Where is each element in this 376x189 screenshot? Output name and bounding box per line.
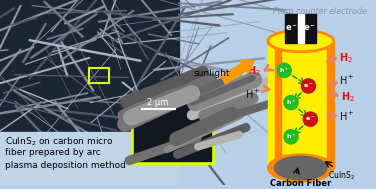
Circle shape: [301, 78, 316, 94]
Text: H$_2$: H$_2$: [247, 64, 261, 78]
Bar: [285, 14, 316, 43]
Bar: [0, 132, 179, 185]
Ellipse shape: [274, 156, 327, 180]
Bar: [274, 41, 281, 168]
Text: e$^-$: e$^-$: [303, 82, 314, 90]
Bar: [134, 98, 211, 161]
Text: CuInS$_2$: CuInS$_2$: [328, 170, 355, 182]
Bar: [327, 41, 334, 168]
Text: e$^-$: e$^-$: [303, 23, 316, 33]
Text: Carbon Fiber: Carbon Fiber: [270, 179, 331, 188]
Circle shape: [276, 63, 292, 78]
Text: 2 μm: 2 μm: [147, 98, 169, 108]
Text: e$^-$: e$^-$: [305, 115, 315, 123]
Text: CuInS$_2$ on carbon micro: CuInS$_2$ on carbon micro: [5, 136, 113, 148]
Text: fiber prepared by arc: fiber prepared by arc: [5, 149, 101, 157]
Text: H$^+$: H$^+$: [246, 88, 261, 101]
Circle shape: [283, 95, 299, 110]
Text: H$_2$: H$_2$: [341, 90, 355, 104]
Bar: [131, 95, 214, 164]
Text: plasma deposition method: plasma deposition method: [5, 161, 126, 170]
Text: h$^+$: h$^+$: [279, 66, 290, 75]
Text: e$^-$: e$^-$: [285, 23, 299, 33]
Ellipse shape: [268, 154, 334, 182]
Circle shape: [303, 111, 318, 127]
Text: h$^+$: h$^+$: [286, 98, 296, 107]
Ellipse shape: [268, 30, 334, 52]
Bar: [268, 41, 334, 168]
FancyArrow shape: [221, 60, 254, 84]
Bar: [0, 0, 179, 132]
Text: H$_2$: H$_2$: [340, 51, 353, 64]
Text: h$^+$: h$^+$: [286, 132, 296, 141]
Text: H$^+$: H$^+$: [340, 110, 355, 123]
Text: sunlight: sunlight: [193, 69, 230, 78]
Text: H$^+$: H$^+$: [340, 74, 355, 87]
Circle shape: [283, 129, 299, 145]
Text: From counter electrode: From counter electrode: [273, 7, 367, 16]
Bar: [89, 68, 109, 83]
Bar: [298, 14, 303, 43]
